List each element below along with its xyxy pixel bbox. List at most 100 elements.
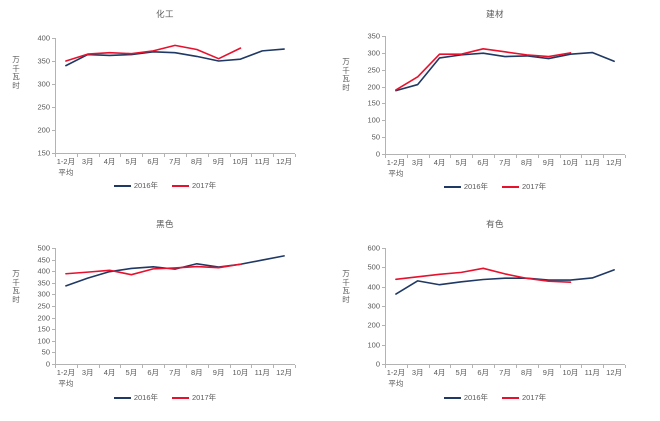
legend-label: 2016年 <box>133 181 158 190</box>
legend-item-2017年[interactable]: 2017年 <box>172 180 216 191</box>
y-axis-tick-label: 0 <box>375 359 380 369</box>
y-axis-tick <box>382 267 385 269</box>
y-axis-label-char: 时 <box>12 80 20 90</box>
x-axis-tick-label: 11月 <box>585 157 600 168</box>
y-axis-tick <box>52 340 55 342</box>
y-axis-tick <box>382 248 385 249</box>
x-axis-tick <box>559 365 561 368</box>
x-axis-tick <box>251 154 253 157</box>
legend-item-2017年[interactable]: 2017年 <box>502 392 546 403</box>
y-axis-tick-label: 50 <box>41 347 50 357</box>
y-axis-tick <box>52 271 55 273</box>
legend-item-2016年[interactable]: 2016年 <box>443 392 488 403</box>
series-line-2017年 <box>395 267 572 284</box>
x-axis-tick-label: 5月 <box>456 157 468 168</box>
x-axis-tick <box>229 154 231 157</box>
y-axis-tick <box>52 38 55 39</box>
y-axis-tick <box>52 329 55 331</box>
y-axis-label: 万千瓦时 <box>341 57 351 92</box>
y-axis-label-char: 瓦 <box>12 72 20 82</box>
legend-label: 2017年 <box>192 393 217 402</box>
y-axis-label-char: 千 <box>12 63 20 73</box>
y-axis-tick-label: 200 <box>367 82 380 92</box>
x-axis-tick <box>142 154 144 157</box>
chart-title: 有色 <box>486 219 504 229</box>
x-axis-tick-label: 6月 <box>477 367 489 378</box>
x-axis-tick-label: 12月 <box>606 157 622 168</box>
x-axis-tick-label-main: 6月 <box>477 368 490 377</box>
y-axis-tick-label: 400 <box>367 282 380 292</box>
y-axis-tick-label: 350 <box>367 31 380 41</box>
x-axis-tick <box>164 154 166 157</box>
x-axis-tick-label: 6月 <box>477 157 489 168</box>
y-axis-tick <box>52 130 55 131</box>
x-axis-tick-label-main: 4月 <box>433 158 446 167</box>
x-axis-tick-label-main: 8月 <box>520 368 533 377</box>
x-axis-tick-label-main: 12月 <box>606 158 622 167</box>
x-axis-tick-label: 3月 <box>412 367 424 378</box>
legend-item-2017年[interactable]: 2017年 <box>502 181 546 192</box>
x-axis-tick <box>603 155 605 158</box>
x-axis-tick <box>494 155 496 158</box>
x-axis-tick-label-main: 7月 <box>169 157 181 166</box>
chart-panel-3: 黑色万千瓦时 0 50 100 150 200 250 300 350 400 450 500 1-2月… <box>0 210 330 421</box>
x-axis-tick <box>142 365 144 368</box>
legend-label: 2016年 <box>133 393 158 402</box>
legend-swatch-icon <box>502 396 519 399</box>
x-axis-tick-label: 7月 <box>169 156 181 167</box>
legend-label: 2017年 <box>522 182 547 191</box>
x-axis-tick-label: 7月 <box>169 367 181 378</box>
y-axis-line <box>55 248 56 364</box>
x-axis-tick-label-main: 8月 <box>190 157 203 166</box>
x-axis-tick-label: 3月 <box>82 156 94 167</box>
y-axis-tick <box>382 86 385 88</box>
y-axis-tick-label: 350 <box>37 56 50 66</box>
y-axis-tick-label: 400 <box>37 33 50 43</box>
y-axis-label-char: 万 <box>12 269 20 278</box>
series-layer <box>395 267 615 295</box>
legend-swatch-icon <box>113 396 131 399</box>
x-axis-tick <box>472 365 474 368</box>
y-axis-tick <box>382 154 385 155</box>
y-axis-label-char: 万 <box>12 55 20 64</box>
y-axis-tick <box>52 153 55 154</box>
y-axis-tick <box>382 325 385 327</box>
y-axis-tick <box>52 294 55 296</box>
legend-item-2016年[interactable]: 2016年 <box>443 181 488 192</box>
y-axis-tick <box>52 107 55 108</box>
x-axis-tick-label-main: 10月 <box>232 157 249 166</box>
x-axis-tick-label-main: 4月 <box>433 368 446 377</box>
legend-item-2016年[interactable]: 2016年 <box>113 392 158 403</box>
x-axis-tick <box>450 155 452 158</box>
chart-panel-2: 建材万千瓦时 0 50 100 150 200 250 300 350 1-2月 平均 3月 4月 5月 6… <box>330 0 660 210</box>
y-axis-tick-label: 500 <box>367 262 380 272</box>
x-axis-tick-label-main: 10月 <box>562 158 579 167</box>
y-axis-tick <box>52 352 55 354</box>
y-axis-tick <box>52 259 55 261</box>
legend-label: 2017年 <box>192 181 217 190</box>
y-axis-line <box>385 36 386 154</box>
x-axis-tick-label: 9月 <box>543 157 555 168</box>
x-axis-line <box>55 364 295 365</box>
x-axis-tick-label-main: 5月 <box>455 158 468 167</box>
x-axis-tick-label: 8月 <box>521 157 533 168</box>
series-layer <box>65 255 285 287</box>
y-axis-label-char: 瓦 <box>342 74 350 84</box>
x-axis-tick-label-main: 5月 <box>125 368 138 377</box>
legend-item-2017年[interactable]: 2017年 <box>172 392 216 403</box>
x-axis-tick-label: 9月 <box>213 156 225 167</box>
x-axis-tick-label-main: 12月 <box>276 368 292 377</box>
x-axis-tick <box>625 365 626 368</box>
x-axis-tick-label-main: 11月 <box>584 368 600 377</box>
series-layer <box>65 44 285 67</box>
x-axis-tick <box>581 365 583 368</box>
legend-swatch-icon <box>443 396 461 399</box>
y-axis-tick-label: 50 <box>371 132 380 142</box>
x-axis-tick <box>625 155 626 158</box>
x-axis-tick-label-main: 11月 <box>254 157 270 166</box>
x-axis-tick-label: 7月 <box>499 157 511 168</box>
y-axis-tick-label: 100 <box>367 115 380 125</box>
legend-item-2016年[interactable]: 2016年 <box>113 180 158 191</box>
legend-swatch-icon <box>113 184 131 187</box>
y-axis-tick-label: 100 <box>367 340 380 350</box>
